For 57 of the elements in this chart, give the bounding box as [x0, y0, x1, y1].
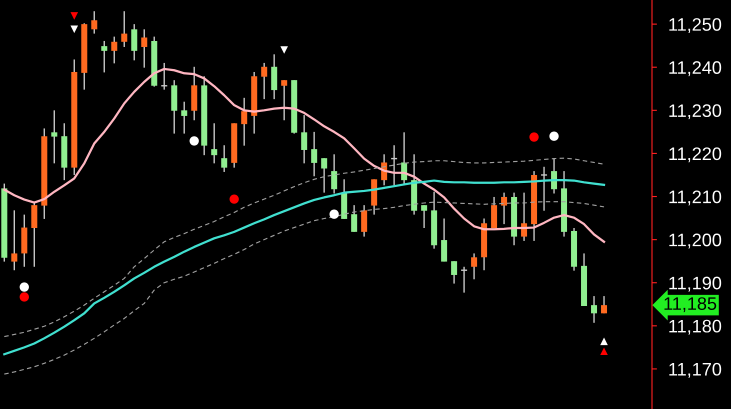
- candlestick: [91, 10, 98, 34]
- candlestick: [281, 79, 288, 121]
- y-tick-label: 11,200: [669, 234, 722, 248]
- candlestick: [471, 252, 478, 280]
- point: [600, 347, 608, 356]
- point: [529, 132, 539, 142]
- candlestick: [111, 36, 118, 64]
- candlestick: [51, 110, 58, 164]
- candlestick: [11, 210, 18, 271]
- candlestick: [321, 157, 328, 194]
- point: [280, 46, 288, 54]
- y-tick-label: 11,220: [669, 147, 722, 162]
- y-tick-label: 11,180: [669, 320, 722, 335]
- candlestick: [491, 196, 498, 229]
- candlestick: [211, 122, 218, 164]
- candlestick: [31, 201, 38, 268]
- candlestick: [261, 62, 268, 100]
- point: [190, 136, 199, 146]
- line-series: [3, 68, 606, 243]
- point: [20, 282, 29, 292]
- candlestick: [311, 131, 318, 177]
- candlestick: [131, 23, 138, 62]
- y-tick-label: 11,190: [669, 276, 722, 292]
- candlestick: [361, 204, 368, 238]
- candlestick: [441, 218, 448, 262]
- candlestick: [301, 114, 308, 164]
- candlestick: [601, 295, 608, 314]
- candlestick: [121, 10, 128, 48]
- y-tick-label: 11,240: [669, 61, 722, 76]
- y-tick-label: 11,210: [669, 190, 722, 206]
- candlestick: [501, 192, 508, 225]
- candlestick: [421, 204, 428, 229]
- point: [600, 338, 608, 346]
- candlestick: [141, 28, 148, 68]
- point: [230, 194, 239, 204]
- line-series: [4, 158, 605, 338]
- point: [70, 12, 78, 20]
- candlestick: [460, 266, 468, 294]
- point: [329, 210, 339, 219]
- candlestick: [181, 101, 188, 134]
- candlestick: [331, 154, 338, 194]
- candlestick: [451, 260, 458, 284]
- y-tick-label: 11,250: [669, 18, 722, 33]
- candlestick: [271, 54, 278, 100]
- y-tick-label: 11,170: [669, 362, 722, 378]
- point: [549, 132, 559, 141]
- candlestick: [221, 144, 228, 173]
- point: [20, 292, 29, 302]
- text: 11,185: [664, 297, 716, 312]
- candlestick: [101, 40, 108, 74]
- candlestick: [241, 97, 248, 146]
- y-tick-label: 11,230: [669, 104, 722, 120]
- candlestick: [591, 295, 598, 324]
- candlestick: [160, 62, 168, 90]
- candlestick: [351, 204, 358, 233]
- point: [70, 26, 78, 34]
- candlestick: [390, 144, 398, 186]
